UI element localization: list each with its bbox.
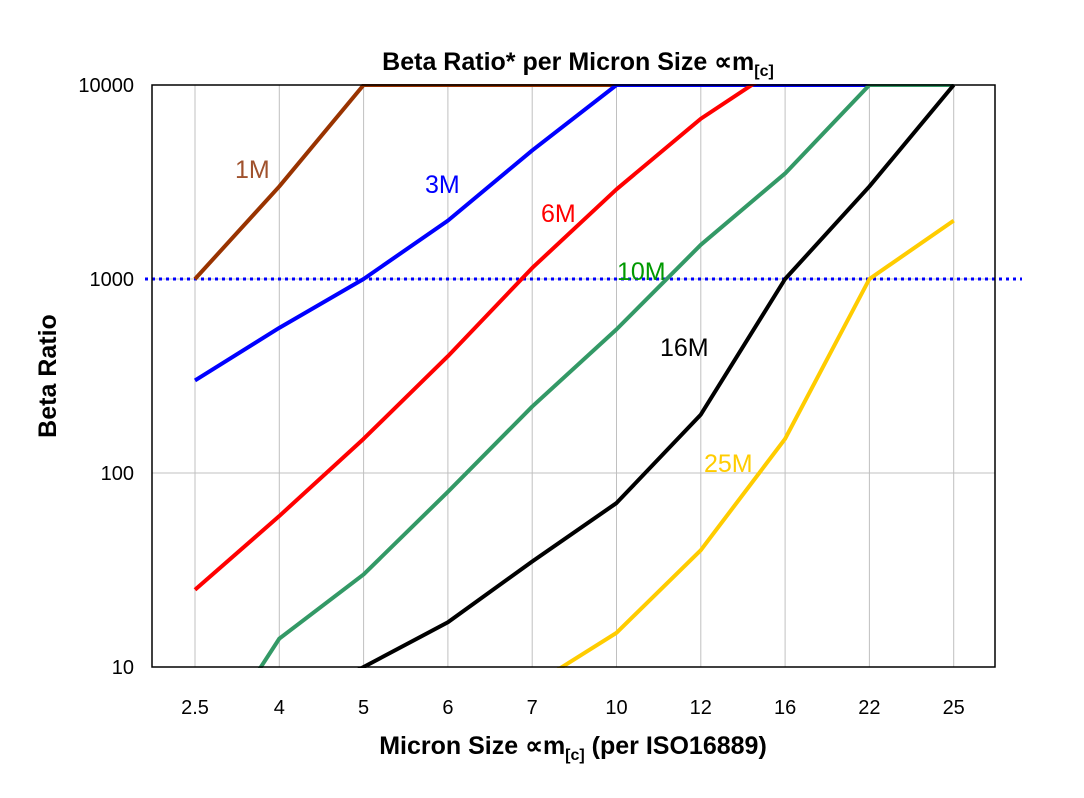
series-label-10M: 10M — [617, 258, 666, 286]
x-tick-labels: 2.5 4 5 6 7 10 12 16 22 25 — [181, 697, 965, 719]
series-line-6M — [193, 84, 757, 592]
x-tick-label: 10 — [605, 697, 627, 719]
series-label-3M: 3M — [425, 171, 460, 199]
chart-title: Beta Ratio* per Micron Size ∝m[c] — [382, 48, 774, 80]
y-tick-label: 100 — [101, 463, 134, 485]
series-line-16M — [357, 84, 956, 668]
x-tick-label: 12 — [690, 697, 712, 719]
x-tick-label: 16 — [774, 697, 796, 719]
series-label-6M: 6M — [541, 200, 576, 228]
x-tick-label: 25 — [943, 697, 965, 719]
series-lines — [193, 84, 956, 668]
x-axis-label: Micron Size ∝m[c] (per ISO16889) — [379, 732, 767, 764]
series-line-10M — [257, 84, 954, 668]
plot-border — [151, 84, 996, 668]
y-axis-label: Beta Ratio — [34, 314, 62, 438]
x-tick-label: 22 — [858, 697, 880, 719]
series-line-25M — [556, 218, 955, 668]
x-tick-label: 5 — [358, 697, 369, 719]
x-tick-label: 2.5 — [181, 697, 209, 719]
y-tick-label: 1000 — [90, 269, 135, 291]
y-tick-label: 10000 — [78, 75, 134, 97]
x-tick-label: 4 — [274, 697, 285, 719]
x-tick-label: 7 — [527, 697, 538, 719]
series-label-16M: 16M — [660, 334, 709, 362]
x-tick-label: 6 — [442, 697, 453, 719]
y-tick-label: 10 — [112, 657, 134, 679]
grid — [152, 84, 995, 668]
series-label-25M: 25M — [704, 450, 753, 478]
series-label-1M: 1M — [235, 156, 270, 184]
y-tick-labels: 10 100 1000 10000 — [78, 75, 134, 679]
series-labels: 1M 3M 6M 10M 16M 25M — [235, 156, 753, 478]
